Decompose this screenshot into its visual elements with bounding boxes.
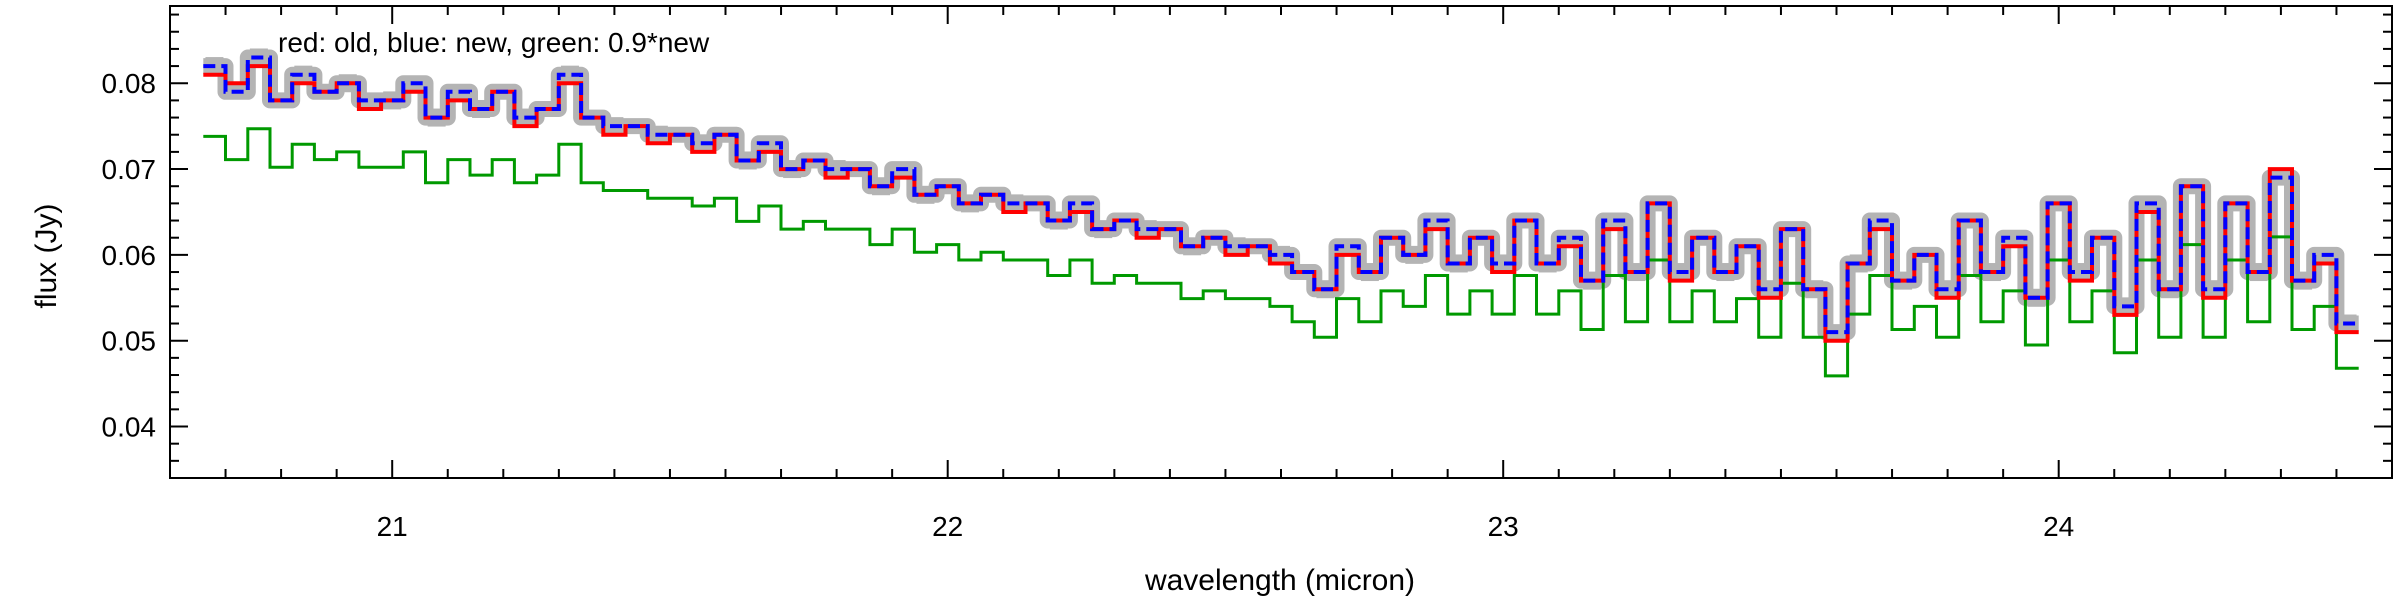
error-band-marker [1494, 254, 1513, 273]
tick-labels-layer: 21 22 23 24 0.04 0.05 0.06 0.07 0.08 [102, 68, 2075, 542]
x-tick-label: 21 [377, 511, 408, 542]
y-tick-label: 0.05 [102, 326, 157, 357]
y-axis-title: flux (Jy) [30, 204, 63, 309]
error-band-marker [2071, 263, 2090, 282]
error-band-marker [1227, 237, 1246, 256]
series-line-new [203, 55, 2359, 335]
x-tick-label: 23 [1488, 511, 1519, 542]
error-band-marker [1272, 245, 1290, 264]
x-tick-label: 22 [932, 511, 963, 542]
error-band-marker [560, 65, 579, 84]
series-layer [203, 55, 2359, 378]
x-axis-title: wavelength (micron) [1144, 564, 1415, 597]
error-band-marker [827, 160, 846, 179]
series-line-0-9-new [203, 127, 2359, 378]
y-tick-label: 0.07 [102, 154, 157, 185]
error-band-marker [1760, 280, 1779, 299]
x-tick-label: 24 [2043, 511, 2074, 542]
y-tick-label: 0.06 [102, 240, 157, 271]
ticks-layer [169, 6, 2393, 479]
y-tick-label: 0.08 [102, 68, 157, 99]
legend-annotation: red: old, blue: new, green: 0.9*new [278, 27, 710, 58]
error-band-marker [294, 65, 313, 84]
y-tick-label: 0.04 [102, 412, 157, 443]
